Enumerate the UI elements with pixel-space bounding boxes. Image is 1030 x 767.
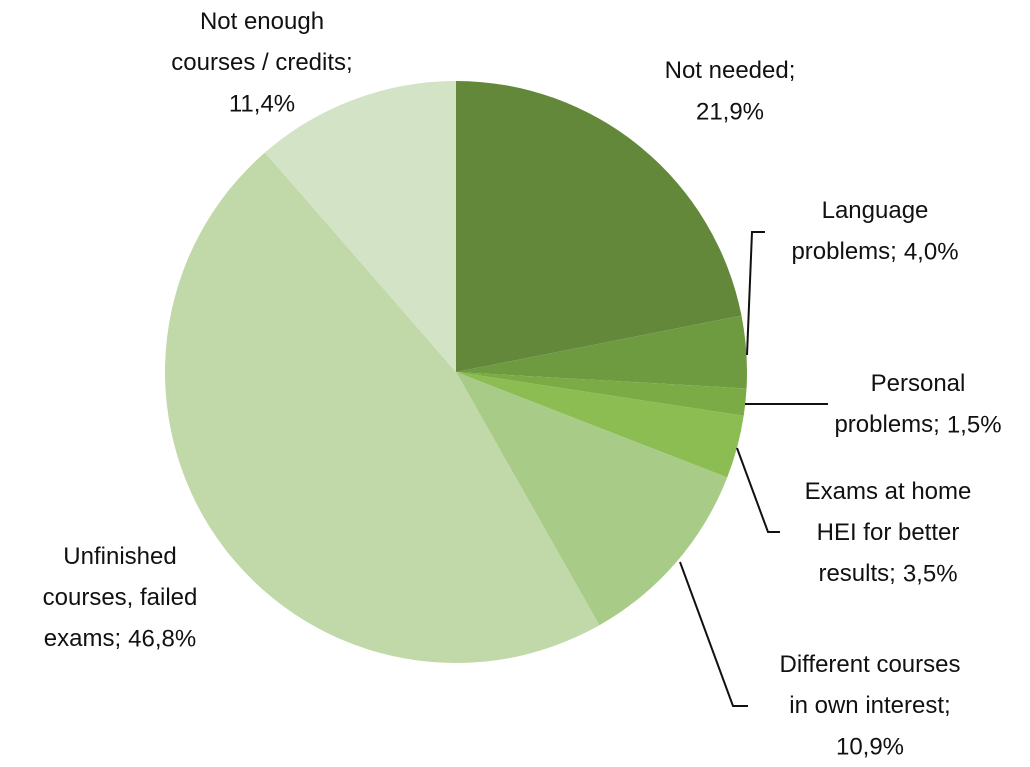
- pie-slice: [456, 372, 728, 626]
- slice-label: Not needed;: [665, 57, 796, 84]
- label-line: courses, failed: [43, 584, 198, 611]
- leader-line: [679, 561, 748, 707]
- label-line: courses / credits;: [171, 49, 352, 76]
- value-label: 21,9%: [696, 98, 764, 125]
- value-label: 1,5%: [947, 411, 1002, 438]
- leader-line: [736, 447, 780, 533]
- label-line: Different courses: [780, 651, 961, 678]
- value-label: 11,4%: [229, 90, 295, 117]
- pie-slice: [164, 152, 600, 664]
- pie-slice: [456, 372, 747, 416]
- slice-label: Language problems;: [791, 197, 928, 265]
- value-label: 46,8%: [128, 625, 196, 652]
- label-line: problems;: [791, 238, 896, 265]
- label-line: in own interest;: [789, 692, 950, 719]
- value-label: 4,0%: [904, 238, 959, 265]
- pie-slice: [456, 315, 747, 389]
- label-line: Personal: [871, 370, 966, 397]
- pie-slice: [456, 81, 742, 372]
- slice-label: Not enough courses / credits;: [171, 8, 352, 76]
- label-line: Language: [822, 197, 929, 224]
- label-line: HEI for better: [817, 519, 960, 546]
- slice-label: Unfinished courses, failed exams;: [43, 543, 198, 652]
- value-label: 10,9%: [836, 733, 904, 760]
- pie-slice: [264, 81, 456, 372]
- slice-label: Different courses in own interest;: [780, 651, 961, 719]
- pie-slice: [456, 372, 744, 478]
- leader-line: [746, 231, 765, 356]
- label-line: problems;: [834, 411, 939, 438]
- value-label: 3,5%: [903, 560, 958, 587]
- label-line: Not enough: [200, 8, 324, 35]
- label-line: results;: [818, 560, 895, 587]
- label-line: Not needed;: [665, 57, 796, 84]
- label-line: Unfinished: [63, 543, 176, 570]
- slice-label: Exams at home HEI for better results;: [805, 478, 972, 587]
- label-line: exams;: [44, 625, 121, 652]
- label-line: Exams at home: [805, 478, 972, 505]
- slice-label: Personal problems;: [834, 370, 965, 438]
